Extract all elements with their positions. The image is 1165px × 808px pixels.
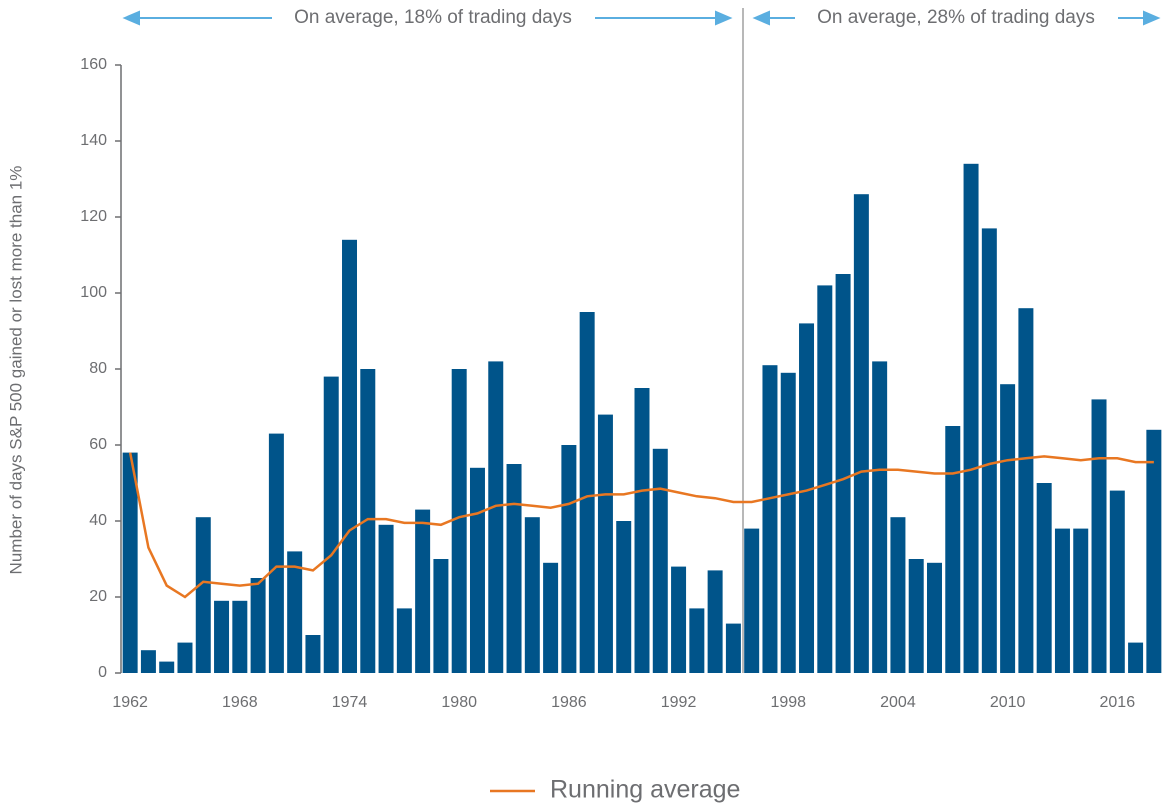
bar: [561, 445, 577, 673]
bar: [981, 228, 997, 673]
y-tick-label: 0: [98, 664, 107, 681]
bar: [671, 566, 687, 673]
bar: [1054, 528, 1070, 673]
x-tick-label: 1974: [332, 694, 368, 711]
annotation: On average, 18% of trading days: [294, 7, 572, 28]
bar: [488, 361, 504, 673]
bar: [159, 661, 175, 673]
bar: [762, 365, 778, 673]
annotation-arrows: [122, 10, 1161, 26]
bar: [543, 562, 559, 673]
y-tick-label: 20: [89, 588, 107, 605]
bar: [1109, 490, 1125, 673]
bar: [305, 635, 321, 673]
bar: [853, 194, 869, 673]
y-tick-label: 120: [80, 208, 107, 225]
bar: [214, 600, 230, 673]
bar: [689, 608, 705, 673]
bar: [707, 570, 723, 673]
bar: [451, 369, 467, 673]
bar: [926, 562, 942, 673]
bar: [140, 650, 156, 673]
y-tick-label: 80: [89, 360, 107, 377]
bar: [780, 372, 796, 673]
bar: [1073, 528, 1089, 673]
bar: [634, 388, 650, 673]
x-tick-label: 1962: [112, 694, 148, 711]
y-tick-label: 160: [80, 56, 107, 73]
x-tick-label: 1998: [770, 694, 806, 711]
bar: [287, 551, 303, 673]
y-axis-label: Number of days S&P 500 gained or lost mo…: [6, 166, 25, 575]
bar: [744, 528, 760, 673]
x-tick-label: 1968: [222, 694, 258, 711]
bar: [799, 323, 815, 673]
bar: [524, 517, 540, 673]
bar: [396, 608, 412, 673]
bar: [1036, 483, 1052, 673]
y-tick-label: 100: [80, 284, 107, 301]
arrowhead: [752, 10, 770, 26]
bar: [469, 467, 485, 673]
bar: [1091, 399, 1107, 673]
bar: [579, 312, 595, 673]
line: [128, 452, 1154, 599]
x-tick-label: 2016: [1100, 694, 1136, 711]
bar: [963, 163, 979, 674]
bar: [415, 509, 431, 673]
bar: [378, 524, 394, 673]
bar: [908, 559, 924, 673]
x-tick-label: 1986: [551, 694, 587, 711]
bar: [872, 361, 888, 673]
arrowhead: [715, 10, 733, 26]
x-tick-label: 1992: [661, 694, 697, 711]
bar: [122, 452, 138, 673]
bar: [945, 426, 961, 673]
bar: [342, 239, 358, 674]
bar: [433, 559, 449, 673]
x-tick-label: 1980: [441, 694, 477, 711]
bar: [506, 464, 522, 673]
bar: [360, 369, 376, 673]
bar: [1018, 308, 1034, 673]
bar: [725, 623, 741, 673]
bar: [177, 642, 193, 673]
annotation: On average, 28% of trading days: [817, 7, 1095, 28]
bar: [652, 448, 668, 673]
bar: [890, 517, 906, 673]
bar: [268, 433, 284, 673]
bar: [817, 285, 833, 673]
arrowhead: [122, 10, 140, 26]
x-tick-label: 2004: [880, 694, 916, 711]
bar: [835, 274, 851, 673]
bar: [616, 521, 632, 673]
y-tick-label: 140: [80, 132, 107, 149]
bar: [1000, 384, 1016, 673]
y-tick-label: 60: [89, 436, 107, 453]
bar: [597, 414, 613, 673]
x-tick-label: 2010: [990, 694, 1026, 711]
arrowhead: [1143, 10, 1161, 26]
y-tick-label: 40: [89, 512, 107, 529]
bar: [195, 517, 211, 673]
bar: [1128, 642, 1144, 673]
bar: [250, 578, 266, 673]
bar: [323, 376, 339, 673]
bar: [232, 600, 248, 673]
legend-label: Running average: [550, 776, 740, 804]
bar: [1146, 429, 1162, 673]
